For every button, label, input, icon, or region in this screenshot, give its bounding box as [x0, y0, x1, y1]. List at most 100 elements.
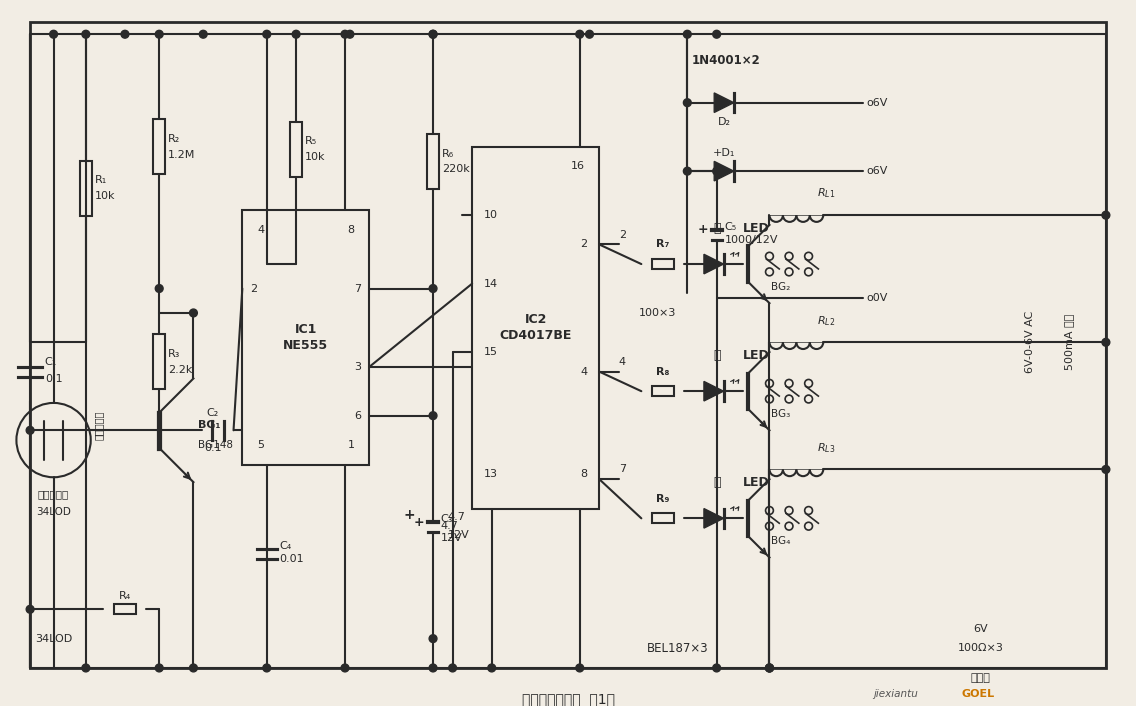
Text: LED: LED	[743, 349, 769, 362]
Circle shape	[341, 30, 349, 38]
Text: R₇: R₇	[657, 239, 669, 249]
Circle shape	[429, 664, 437, 672]
Text: 4.7: 4.7	[448, 513, 466, 522]
Bar	[473, 147, 600, 508]
Text: CD4017BE: CD4017BE	[500, 329, 571, 342]
Text: 2.2k: 2.2k	[168, 365, 192, 375]
Text: 10: 10	[484, 210, 498, 220]
Text: 8: 8	[348, 225, 354, 235]
Circle shape	[346, 30, 353, 38]
Text: jiexiantu: jiexiantu	[874, 690, 918, 700]
Text: 绿: 绿	[713, 222, 720, 234]
Text: 1: 1	[348, 440, 354, 450]
Text: 0.1: 0.1	[204, 443, 222, 453]
Text: 14: 14	[484, 279, 498, 289]
Bar	[427, 134, 438, 189]
Circle shape	[156, 664, 164, 672]
Text: R₉: R₉	[657, 493, 669, 503]
Text: C₄: C₄	[279, 542, 292, 551]
Text: R₆: R₆	[442, 148, 454, 159]
Bar	[652, 259, 674, 269]
Circle shape	[684, 99, 691, 107]
Circle shape	[262, 664, 270, 672]
Text: D₂: D₂	[718, 117, 730, 127]
Circle shape	[712, 167, 720, 175]
Circle shape	[684, 30, 691, 38]
Circle shape	[487, 664, 495, 672]
Circle shape	[26, 426, 34, 434]
Circle shape	[585, 30, 593, 38]
Circle shape	[576, 664, 584, 672]
Text: $R_{L2}$: $R_{L2}$	[817, 314, 835, 328]
Text: 6V: 6V	[974, 624, 988, 634]
Text: 6V-0-6V AC: 6V-0-6V AC	[1025, 311, 1035, 373]
Circle shape	[156, 285, 164, 292]
Text: o0V: o0V	[867, 293, 887, 304]
Bar	[153, 335, 165, 389]
Text: IC2: IC2	[525, 313, 546, 326]
Text: 1.2M: 1.2M	[168, 150, 195, 160]
Text: C₃: C₃	[441, 514, 453, 525]
Circle shape	[122, 30, 128, 38]
Circle shape	[50, 30, 58, 38]
Circle shape	[341, 664, 349, 672]
Text: 4: 4	[257, 225, 265, 235]
Text: BG₂: BG₂	[771, 282, 791, 292]
Circle shape	[1102, 465, 1110, 473]
Circle shape	[190, 309, 198, 317]
Text: o6V: o6V	[867, 97, 887, 108]
Text: BG₁: BG₁	[199, 421, 220, 431]
Polygon shape	[704, 381, 724, 401]
Text: 220k: 220k	[442, 164, 469, 174]
Text: 2: 2	[250, 284, 257, 294]
Text: 6: 6	[354, 411, 361, 421]
Text: R₈: R₈	[657, 366, 669, 376]
Text: 12V: 12V	[448, 530, 469, 540]
Text: 100Ω×3: 100Ω×3	[958, 643, 1003, 654]
Circle shape	[199, 30, 207, 38]
Text: R₄: R₄	[119, 592, 131, 602]
Text: 0.01: 0.01	[279, 554, 304, 564]
Text: 8: 8	[580, 469, 587, 479]
Bar	[115, 604, 135, 614]
Text: 1N4001×2: 1N4001×2	[692, 54, 761, 67]
Text: R₂: R₂	[168, 134, 181, 144]
Circle shape	[766, 664, 774, 672]
Text: 电风扇声控电路  第1张: 电风扇声控电路 第1张	[521, 693, 615, 706]
Text: LED: LED	[743, 476, 769, 489]
Polygon shape	[704, 254, 724, 274]
Text: 15: 15	[484, 347, 498, 357]
Circle shape	[576, 30, 584, 38]
Circle shape	[292, 30, 300, 38]
Text: BG₄: BG₄	[771, 536, 791, 546]
Text: C₅: C₅	[725, 222, 736, 232]
Circle shape	[429, 412, 437, 419]
Text: $R_{L3}$: $R_{L3}$	[817, 441, 835, 455]
Text: 0.1: 0.1	[44, 374, 62, 385]
Circle shape	[156, 30, 164, 38]
Circle shape	[429, 285, 437, 292]
Bar	[291, 121, 302, 176]
Polygon shape	[715, 93, 734, 112]
Text: 2: 2	[580, 239, 587, 249]
Circle shape	[766, 664, 774, 672]
Circle shape	[190, 664, 198, 672]
Circle shape	[429, 635, 437, 642]
Text: NE555: NE555	[283, 339, 328, 352]
Polygon shape	[704, 508, 724, 528]
Text: 100×3: 100×3	[638, 308, 676, 318]
Text: 10k: 10k	[304, 152, 325, 162]
Text: GOEL: GOEL	[961, 690, 994, 700]
Text: 黄: 黄	[713, 349, 720, 362]
Text: 7: 7	[354, 284, 361, 294]
Text: 16: 16	[570, 162, 585, 172]
Text: 4.7
12V: 4.7 12V	[441, 521, 462, 543]
Text: 2: 2	[619, 229, 626, 239]
Text: 34LOD: 34LOD	[35, 633, 73, 644]
Text: 容性麦克风: 容性麦克风	[37, 489, 69, 499]
Circle shape	[766, 664, 774, 672]
Circle shape	[712, 30, 720, 38]
Text: 4: 4	[580, 366, 587, 376]
Text: C₁: C₁	[44, 357, 57, 367]
Bar	[80, 161, 92, 215]
